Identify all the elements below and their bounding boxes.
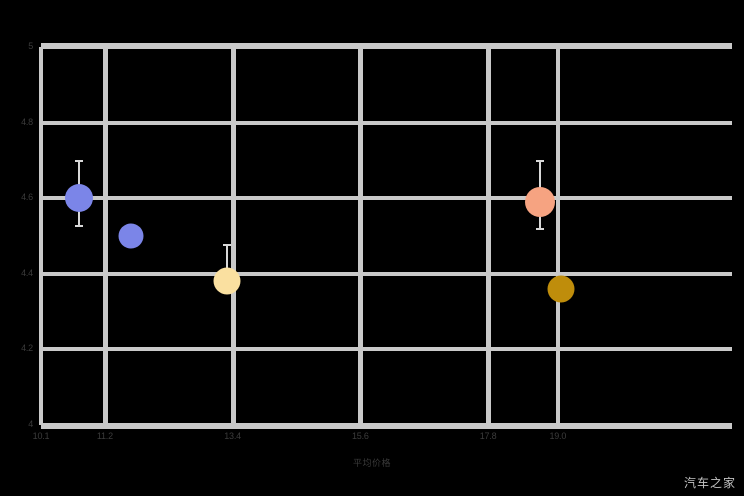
data-point-marker[interactable] bbox=[213, 267, 241, 295]
gridline-horizontal bbox=[41, 271, 732, 276]
y-axis-tick-label: 4.2 bbox=[21, 343, 33, 354]
error-bar-cap bbox=[536, 160, 545, 163]
watermark-logo: 汽车之家 bbox=[683, 476, 736, 490]
gridline-horizontal bbox=[41, 347, 732, 352]
x-axis-tick-label: 17.8 bbox=[479, 431, 497, 441]
plot-area bbox=[39, 43, 732, 429]
data-point-marker[interactable] bbox=[64, 184, 93, 213]
x-axis-tick-label: 19.0 bbox=[549, 431, 567, 441]
gridline-vertical bbox=[230, 47, 236, 425]
gridline-horizontal bbox=[41, 423, 732, 427]
error-bar-cap bbox=[74, 160, 83, 163]
y-axis-tick-label: 4.6 bbox=[21, 192, 33, 203]
x-axis-tick-label: 15.6 bbox=[352, 431, 369, 441]
gridline-vertical bbox=[102, 47, 108, 425]
y-axis-tick-label: 5 bbox=[28, 41, 33, 51]
gridline-horizontal bbox=[41, 120, 732, 125]
x-axis-tick-label: 13.4 bbox=[224, 431, 241, 441]
y-axis-tick-label: 4.8 bbox=[21, 116, 33, 127]
gridline-horizontal bbox=[41, 196, 732, 201]
y-axis-tick-label: 4.4 bbox=[21, 267, 33, 278]
y-axis-tick-label: 4 bbox=[28, 419, 33, 429]
x-axis-tick-labels: 10.1 11.2 13.4 15.6 17.8 19.0 bbox=[0, 431, 744, 447]
x-axis-tick-label: 11.2 bbox=[96, 431, 113, 441]
gridline-vertical bbox=[555, 47, 560, 425]
gridline-vertical bbox=[358, 47, 364, 425]
error-bar-cap bbox=[222, 243, 231, 246]
data-point-marker[interactable] bbox=[525, 186, 556, 217]
axis-bottom-line bbox=[41, 425, 732, 429]
gridline-vertical bbox=[39, 47, 43, 425]
x-axis-tick-label: 10.1 bbox=[32, 431, 50, 441]
y-axis-tick-labels: 4 4.2 4.4 4.6 4.8 5 bbox=[0, 42, 36, 429]
x-axis-title: 平均价格 bbox=[352, 458, 391, 468]
data-point-marker[interactable] bbox=[547, 275, 575, 303]
gridline-vertical bbox=[486, 47, 492, 425]
data-point-marker[interactable] bbox=[118, 223, 144, 249]
error-bar-cap bbox=[536, 228, 545, 231]
error-bar-cap bbox=[74, 224, 83, 227]
error-bar-line bbox=[225, 243, 228, 282]
gridline-horizontal bbox=[41, 45, 732, 49]
